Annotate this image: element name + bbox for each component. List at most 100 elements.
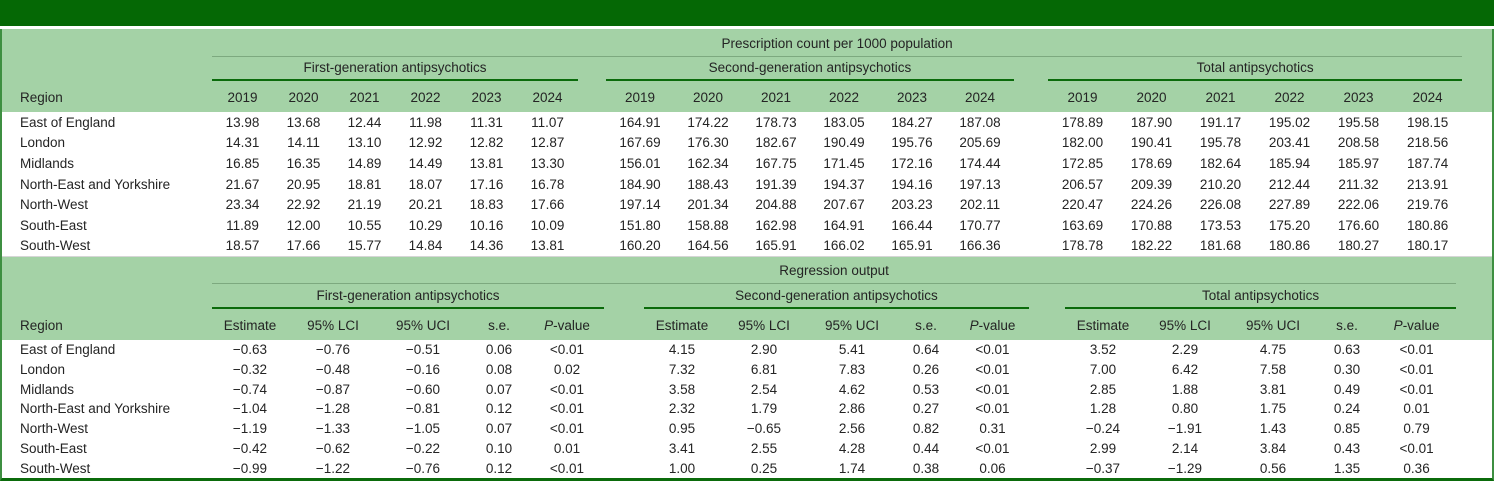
value-cell: 0.06 — [485, 342, 513, 358]
value-cell: 17.16 — [469, 176, 504, 192]
table-body-area: Prescription count per 1000 population F… — [0, 29, 1494, 482]
value-cell: 0.95 — [668, 421, 696, 437]
value-cell: 2.55 — [750, 441, 778, 457]
value-cell: 13.98 — [225, 114, 260, 130]
value-cell: −1.19 — [232, 421, 268, 437]
group-gap — [1029, 458, 1065, 478]
region-column-spacer — [2, 256, 212, 284]
column-header-95-uci: 95% UCI — [808, 307, 896, 340]
row-tail — [1456, 439, 1492, 459]
value-cell: 202.11 — [959, 197, 1001, 213]
value-cell: 213.91 — [1406, 176, 1449, 192]
p-value-rest: -value — [553, 317, 590, 333]
value-cell: −0.99 — [232, 460, 268, 476]
value-cell: 2.29 — [1171, 342, 1199, 358]
value-cell: 1.88 — [1171, 381, 1199, 397]
value-cell: 170.77 — [959, 217, 1001, 233]
value-cell: 195.02 — [1268, 114, 1311, 130]
row-tail — [1456, 379, 1492, 399]
region-cell: East of England — [20, 342, 116, 358]
value-cell: 2.85 — [1089, 381, 1117, 397]
value-cell: 0.01 — [553, 441, 581, 457]
group-gap — [1014, 174, 1048, 195]
value-cell: 197.14 — [619, 197, 661, 213]
tail-spacer — [1462, 29, 1493, 56]
year-header: 2019 — [212, 80, 273, 112]
row-tail — [1462, 194, 1492, 215]
region-column-spacer — [2, 56, 212, 80]
group-gap — [1014, 80, 1048, 112]
regression-column-row: Region Estimate 95% LCI 95% UCI s.e. P-v… — [2, 307, 1493, 340]
value-cell: 13.68 — [286, 114, 321, 130]
value-cell: 151.80 — [619, 217, 661, 233]
value-cell: −0.24 — [1085, 421, 1121, 437]
value-cell: 190.49 — [823, 135, 865, 151]
group-gap — [604, 307, 644, 340]
value-cell: −0.63 — [232, 342, 268, 358]
group-gap — [578, 174, 606, 195]
value-cell: 0.07 — [485, 421, 513, 437]
value-cell: 4.28 — [838, 441, 866, 457]
value-cell: 10.55 — [347, 217, 382, 233]
value-cell: 180.27 — [1337, 238, 1380, 254]
value-cell: 184.90 — [619, 176, 661, 192]
value-cell: 1.79 — [750, 401, 778, 417]
value-cell: 16.35 — [286, 155, 321, 171]
table-row: North-East and Yorkshire 21.67 20.95 18.81 1… — [2, 174, 1492, 195]
value-cell: 178.73 — [755, 114, 797, 130]
group-gap — [1029, 419, 1065, 439]
value-cell: −0.76 — [315, 342, 351, 358]
value-cell: 197.13 — [959, 176, 1001, 192]
value-cell: 182.67 — [755, 135, 797, 151]
group-gap — [1014, 194, 1048, 215]
value-cell: 226.08 — [1199, 197, 1242, 213]
year-header: 2022 — [810, 80, 878, 112]
value-cell: 11.89 — [226, 217, 259, 233]
value-cell: 166.36 — [959, 238, 1001, 254]
value-cell: 182.64 — [1199, 155, 1242, 171]
value-cell: 162.98 — [755, 217, 797, 233]
value-cell: 194.16 — [891, 176, 933, 192]
table-row: Midlands −0.74 −0.87 −0.60 0.07 <0.01 3.58 2.54… — [2, 379, 1492, 399]
group-gap — [578, 194, 606, 215]
value-cell: 0.26 — [912, 361, 940, 377]
counts-group-row: First-generation antipsychotics Second-g… — [2, 56, 1493, 81]
value-cell: 0.85 — [1333, 421, 1361, 437]
year-header: 2023 — [878, 80, 946, 112]
group-gap — [1029, 399, 1065, 419]
value-cell: 2.99 — [1089, 441, 1117, 457]
column-header-estimate: Estimate — [1065, 307, 1141, 340]
value-cell: −0.87 — [315, 381, 351, 397]
value-cell: −0.62 — [315, 441, 351, 457]
value-cell: 14.31 — [225, 135, 260, 151]
value-cell: 222.06 — [1337, 197, 1380, 213]
group-gap — [578, 56, 606, 80]
column-header-se: s.e. — [896, 307, 956, 340]
value-cell: 201.34 — [687, 197, 729, 213]
region-cell: South-West — [20, 460, 91, 476]
group-gap — [1029, 439, 1065, 459]
value-cell: 0.10 — [485, 441, 513, 457]
group-gap — [604, 340, 644, 360]
value-cell: <0.01 — [549, 342, 585, 358]
value-cell: 211.32 — [1338, 176, 1379, 192]
group-gap — [1014, 215, 1048, 236]
year-header: 2021 — [742, 80, 810, 112]
value-cell: 182.22 — [1130, 238, 1173, 254]
value-cell: 5.41 — [838, 342, 866, 358]
value-cell: 3.58 — [668, 381, 696, 397]
year-header: 2020 — [674, 80, 742, 112]
group-header-first-generation: First-generation antipsychotics — [212, 283, 604, 309]
value-cell: 195.58 — [1337, 114, 1380, 130]
row-tail — [1456, 359, 1492, 379]
group-gap — [604, 399, 644, 419]
value-cell: 10.09 — [530, 217, 565, 233]
value-cell: 12.82 — [469, 135, 504, 151]
value-cell: <0.01 — [1399, 441, 1434, 457]
value-cell: 170.88 — [1130, 217, 1173, 233]
year-header: 2021 — [1186, 80, 1255, 112]
group-gap — [578, 236, 606, 257]
value-cell: 10.16 — [469, 217, 504, 233]
value-cell: 12.92 — [408, 135, 443, 151]
regression-output-table: Regression output First-generation antip… — [2, 256, 1493, 478]
